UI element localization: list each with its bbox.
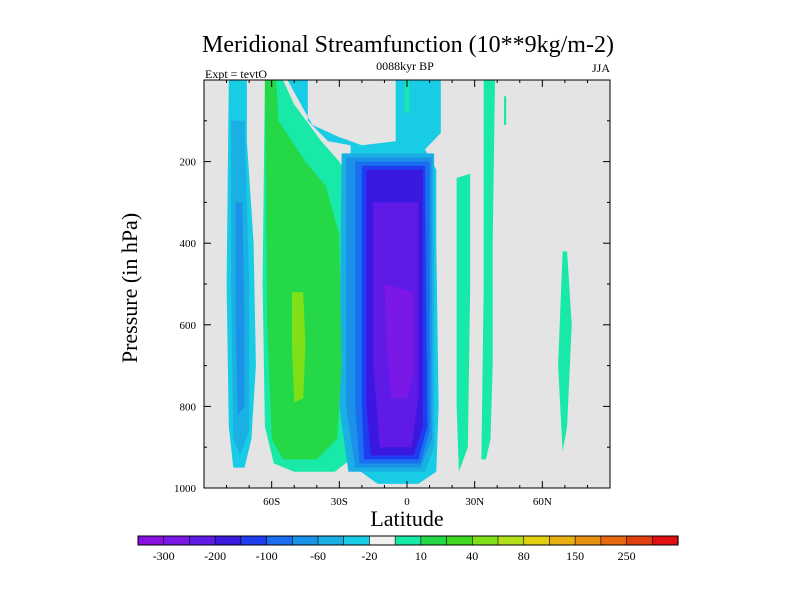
colorbar-swatch <box>214 535 242 546</box>
contour-region-3 <box>404 80 410 113</box>
contour-region-4 <box>481 80 495 460</box>
colorbar-swatch <box>240 535 268 546</box>
y-tick-label: 400 <box>180 238 197 250</box>
contour-region-6 <box>504 96 507 125</box>
colorbar-label: -20 <box>361 549 377 563</box>
colorbar-swatch <box>137 535 165 546</box>
colorbar-label: -100 <box>256 549 278 563</box>
x-tick-label: 0 <box>404 496 410 508</box>
colorbar-swatch <box>523 535 551 546</box>
y-tick-label: 800 <box>180 401 197 413</box>
y-axis: 200 400 600 800 1000 <box>174 120 610 495</box>
colorbar-swatch <box>471 535 499 546</box>
colorbar-swatch <box>600 535 628 546</box>
contour-region-18 <box>384 284 414 399</box>
y-axis-title: Pressure (in hPa) <box>117 213 142 363</box>
colorbar-swatch <box>549 535 576 546</box>
colorbar-swatch <box>266 535 293 546</box>
colorbar-swatch <box>163 535 191 546</box>
x-axis: 60S 30S 0 30N 60N <box>226 80 588 508</box>
contour-region-5 <box>456 173 471 472</box>
colorbar-swatch <box>446 535 473 546</box>
chart-subtitle-center: 0088kyr BP <box>376 59 434 73</box>
chart-subtitle-left: Expt = tevtO <box>205 67 267 81</box>
colorbar: -300 -200 -100 -60 -20 10 40 80 150 250 <box>137 535 679 563</box>
colorbar-label: 150 <box>566 549 584 563</box>
colorbar-label: 250 <box>618 549 636 563</box>
colorbar-swatch <box>420 535 448 546</box>
contour-layer <box>226 80 572 484</box>
y-tick-label: 1000 <box>174 483 197 495</box>
x-tick-label: 60N <box>533 496 552 508</box>
y-tick-label: 600 <box>180 320 197 332</box>
colorbar-swatch <box>291 535 319 546</box>
x-tick-label: 30S <box>331 496 348 508</box>
x-axis-title: Latitude <box>370 506 443 531</box>
colorbar-swatch <box>394 535 422 546</box>
contour-region-7 <box>558 251 572 452</box>
colorbar-swatch <box>574 535 602 546</box>
colorbar-swatch <box>651 535 679 546</box>
colorbar-swatch <box>317 535 345 546</box>
colorbar-frame <box>137 535 679 546</box>
contour-region-10 <box>264 80 342 460</box>
colorbar-label: -200 <box>204 549 226 563</box>
colorbar-swatch <box>369 535 396 546</box>
colorbar-swatch <box>626 535 653 546</box>
x-tick-label: 30N <box>465 496 484 508</box>
colorbar-label: 40 <box>466 549 478 563</box>
contour-region-13 <box>292 292 306 403</box>
colorbar-swatch <box>497 535 525 546</box>
y-tick-label: 200 <box>180 157 197 169</box>
chart-subtitle-right: JJA <box>592 61 610 75</box>
colorbar-label: 80 <box>518 549 530 563</box>
colorbar-label: -300 <box>153 549 175 563</box>
x-tick-label: 60S <box>263 496 280 508</box>
colorbar-swatch <box>343 535 371 546</box>
chart-title: Meridional Streamfunction (10**9kg/m-2) <box>202 32 614 58</box>
colorbar-swatch <box>189 535 216 546</box>
colorbar-label: -60 <box>310 549 326 563</box>
colorbar-label: 10 <box>415 549 427 563</box>
contour-region-11 <box>235 202 245 415</box>
